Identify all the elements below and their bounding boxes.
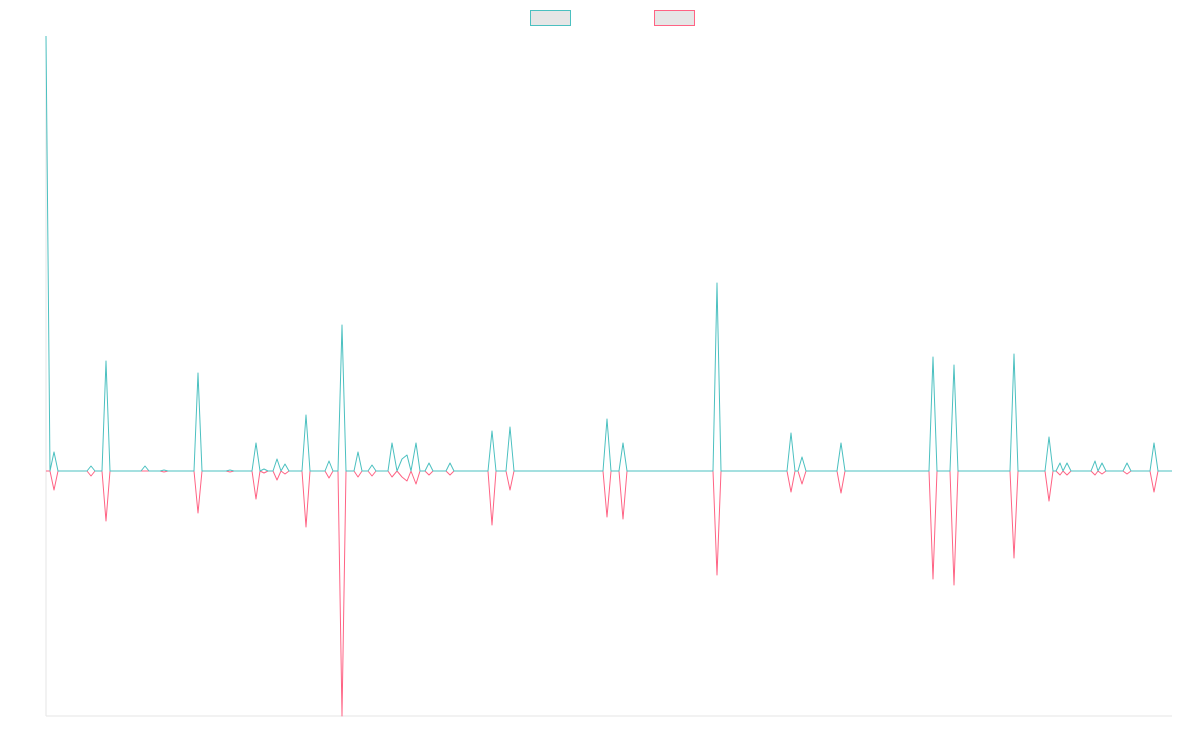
series-line (46, 470, 1172, 717)
legend-swatch[interactable] (654, 10, 695, 26)
legend-swatch[interactable] (530, 10, 571, 26)
series-line (45, 35, 1172, 472)
